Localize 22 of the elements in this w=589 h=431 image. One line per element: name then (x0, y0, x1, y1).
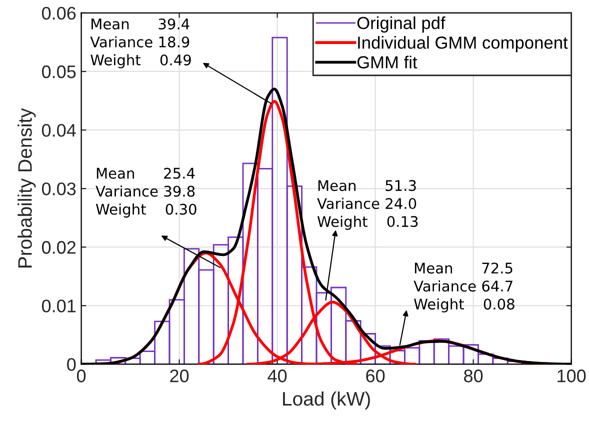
annotation: Mean 51.3 Variance 24.0 Weight 0.13 (317, 180, 418, 230)
x-tick-label: 60 (366, 370, 385, 382)
y-tick-label: 0.04 (42, 124, 76, 137)
y-tick-label: 0 (67, 358, 76, 371)
x-tick-label: 40 (268, 370, 287, 382)
annotation: Mean 25.4 Variance 39.8 Weight 0.30 (96, 168, 196, 218)
y-tick-label: 0.06 (42, 6, 76, 20)
x-tick-label: 100 (558, 370, 586, 382)
x-tick-label: 80 (464, 370, 483, 382)
y-tick-label: 0.01 (42, 300, 76, 312)
x-tick-label: 20 (170, 370, 189, 382)
legend-label: GMM fit (357, 56, 418, 68)
x-axis-title: Load (kW) (283, 391, 370, 410)
y-tick-label: 0.02 (42, 241, 76, 254)
annotation: Mean 39.4 Variance 18.9 Weight 0.49 (90, 18, 191, 68)
legend-label: Individual GMM component (358, 36, 568, 52)
x-tick-label: 0 (76, 370, 86, 382)
annotation: Mean 72.5 Variance 64.7 Weight 0.08 (414, 262, 514, 312)
y-tick-label: 0.03 (42, 182, 76, 196)
y-tick-label: 0.05 (42, 65, 76, 78)
legend-label: Original pdf (357, 16, 446, 33)
y-axis-title: Probability Density (18, 108, 36, 268)
